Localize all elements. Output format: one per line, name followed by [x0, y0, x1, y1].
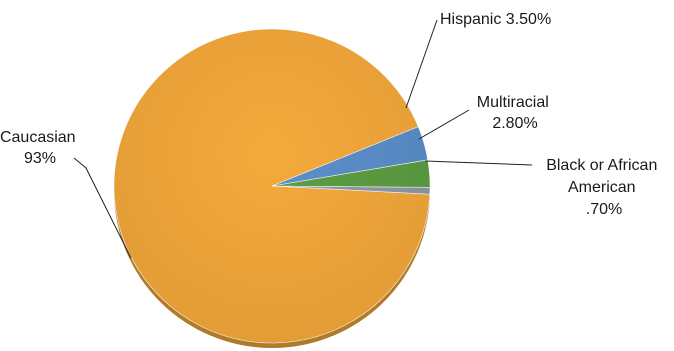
label-caucasian-value: 93%	[24, 150, 56, 167]
label-hispanic: Hispanic 3.50%	[440, 11, 551, 28]
label-multiracial-value: 2.80%	[492, 115, 537, 132]
leader-line-black	[424, 160, 533, 166]
label-black: Black or African American .70%	[546, 157, 662, 218]
label-caucasian-name: Caucasian	[0, 129, 76, 146]
label-hispanic-text: Hispanic 3.50%	[440, 11, 551, 28]
label-black-line2: American	[568, 179, 636, 196]
leader-line-hispanic	[405, 19, 438, 109]
label-black-value: .70%	[586, 201, 622, 218]
label-caucasian: Caucasian 93%	[0, 129, 80, 167]
pie-slices	[113, 28, 431, 344]
label-multiracial-name: Multiracial	[477, 94, 549, 111]
label-black-line1: Black or African	[546, 157, 657, 174]
leader-line-multiracial	[418, 109, 470, 140]
leader-line-caucasian	[73, 157, 132, 259]
label-multiracial: Multiracial 2.80%	[477, 94, 553, 132]
